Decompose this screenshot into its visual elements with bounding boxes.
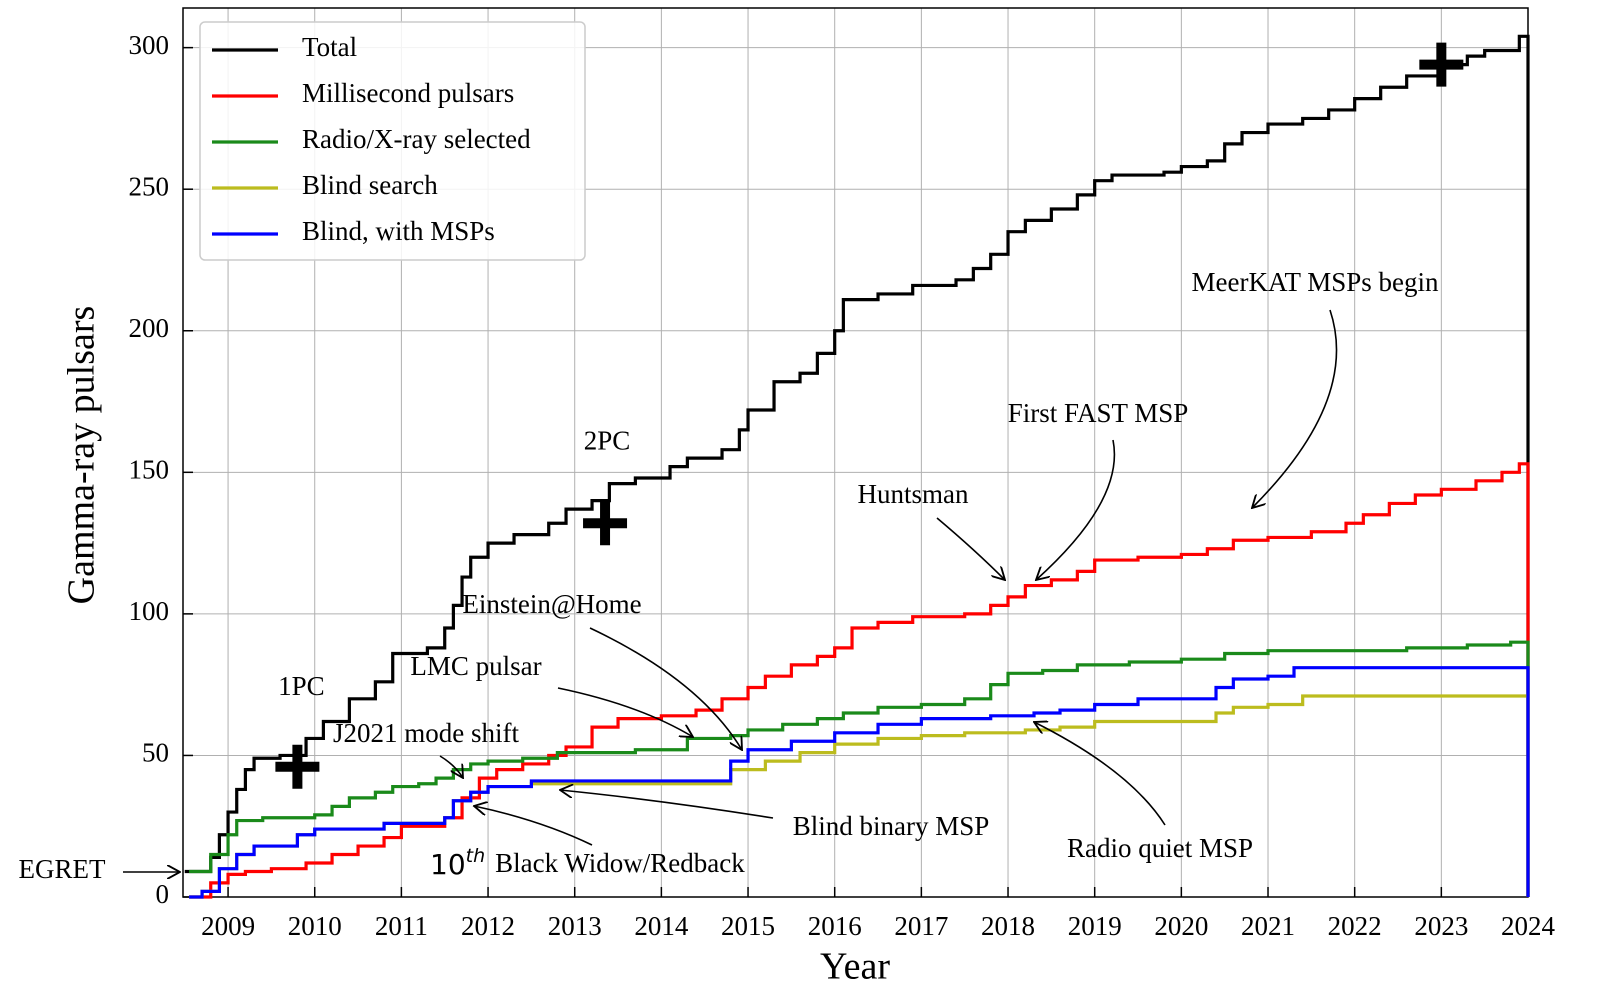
legend-label: Blind, with MSPs (302, 216, 495, 246)
annotation-arrow (1034, 722, 1166, 826)
annotation-part: 10 (430, 848, 466, 881)
annotation: MeerKAT MSPs begin (1191, 267, 1439, 297)
annotation-arrow (936, 517, 1005, 580)
x-tick-label: 2023 (1414, 911, 1468, 941)
plot-lines (184, 34, 1530, 899)
annotation: First FAST MSP (1008, 398, 1189, 428)
x-tick-label: 2014 (634, 911, 689, 941)
x-tick-label: 2020 (1154, 911, 1208, 941)
legend: Total Millisecond pulsars Radio/X-ray sele… (199, 21, 586, 261)
y-tick-label: 300 (129, 30, 170, 60)
legend-label: Radio/X-ray selected (302, 124, 531, 154)
series-line (189, 666, 1530, 899)
annotation: Radio quiet MSP (1067, 833, 1253, 863)
annotation-arrow (589, 627, 742, 750)
catalog-marker (1419, 42, 1464, 87)
y-tick-label: 200 (129, 313, 170, 343)
annotation-arrow (1252, 309, 1338, 508)
legend-label: Total (302, 32, 357, 62)
annotation-part: th (466, 845, 486, 867)
x-tick-label: 2017 (894, 911, 948, 941)
annotation-arrow (560, 790, 774, 819)
annotation: 10th Black Widow/Redback (430, 845, 745, 882)
x-tick-label: 2010 (288, 911, 342, 941)
x-tick-label: 2021 (1241, 911, 1295, 941)
x-tick-label: 2018 (981, 911, 1035, 941)
annotation: J2021 mode shift (333, 718, 519, 748)
annotation-arrow (474, 806, 593, 846)
series-line (189, 462, 1530, 899)
annotation: Huntsman (858, 479, 969, 509)
annotation-arrow (557, 687, 693, 737)
x-tick-label: 2015 (721, 911, 775, 941)
x-tick-label: 2012 (461, 911, 515, 941)
catalog-label: 1PC (278, 671, 325, 701)
annotation: LMC pulsar (410, 651, 541, 681)
y-tick-label: 0 (156, 879, 170, 909)
x-tick-label: 2019 (1068, 911, 1122, 941)
x-tick-label: 2022 (1328, 911, 1382, 941)
x-tick-label: 2024 (1501, 911, 1556, 941)
series-line (184, 34, 1530, 897)
x-tick-label: 2009 (201, 911, 255, 941)
y-tick-label: 50 (142, 738, 169, 768)
legend-label: Millisecond pulsars (302, 78, 514, 108)
catalog-marker (275, 744, 320, 789)
catalog-label: 2PC (584, 425, 631, 455)
y-tick-label: 150 (129, 455, 170, 485)
annotation: Blind binary MSP (793, 811, 990, 841)
x-tick-label: 2016 (808, 911, 862, 941)
y-tick-label: 250 (129, 171, 170, 201)
x-tick-label: 2013 (548, 911, 602, 941)
catalog-marker (583, 501, 628, 546)
x-tick-label: 2011 (375, 911, 428, 941)
legend-frame (199, 21, 586, 261)
y-axis-label: Gamma-ray pulsars (61, 306, 103, 605)
y-tick-label: 100 (129, 596, 170, 626)
annotation-arrow (1036, 439, 1116, 580)
x-axis-label: Year (820, 946, 890, 988)
legend-label: Blind search (302, 170, 438, 200)
annotation-part: Black Widow/Redback (495, 848, 745, 878)
annotation: Einstein@Home (462, 589, 641, 619)
annotation: EGRET (19, 854, 106, 884)
annotation-arrow (439, 755, 463, 778)
